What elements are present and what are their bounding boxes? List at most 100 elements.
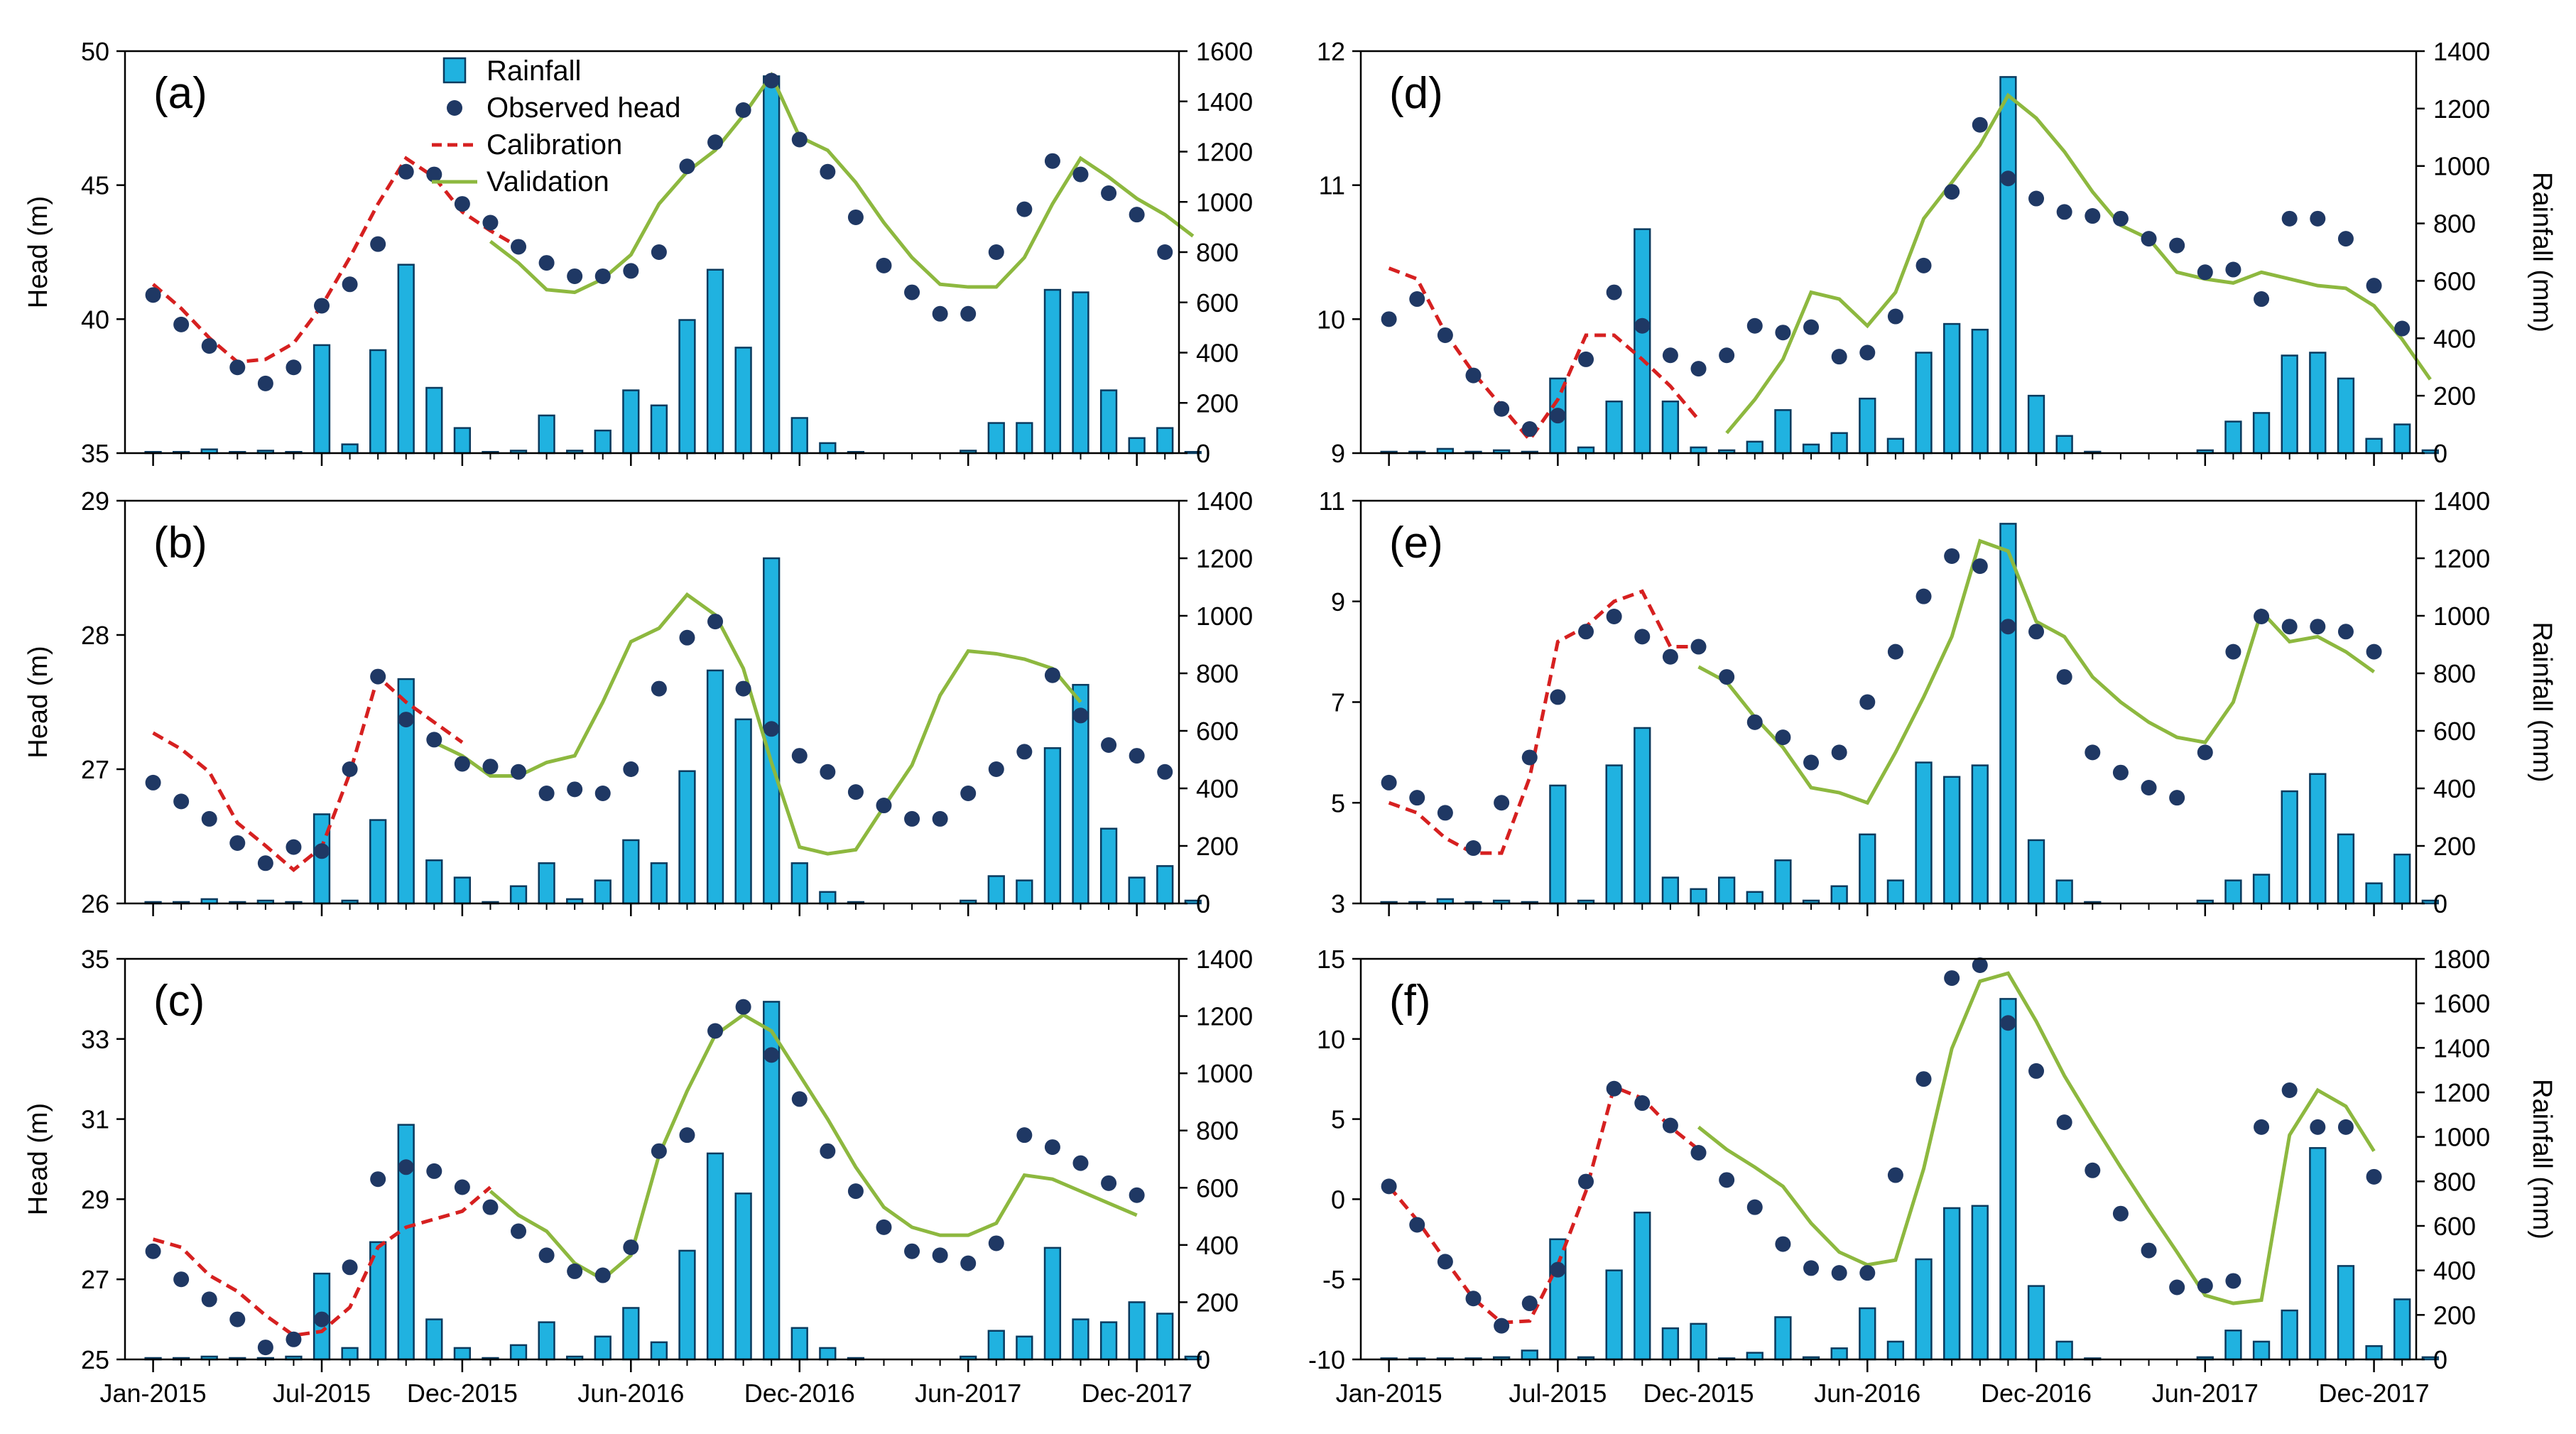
rainfall-bar (1156, 427, 1174, 455)
rainfall-bar (1690, 1322, 1707, 1361)
observed-point (820, 764, 836, 780)
observed-point (623, 761, 639, 777)
rainfall-bar (1072, 1318, 1089, 1361)
observed-point (1944, 548, 1960, 564)
rainfall-bar (763, 75, 781, 455)
observed-point (1944, 184, 1960, 200)
observed-point (1044, 1139, 1060, 1156)
rainfall-bar (2337, 833, 2355, 905)
rainfall-bar (706, 268, 724, 455)
observed-point (1746, 714, 1763, 730)
rainfall-bar (650, 404, 668, 455)
observed-points (1381, 548, 2382, 857)
y-tick-label: 31 (81, 1105, 109, 1134)
observed-point (763, 1047, 780, 1063)
rainfall-bar (1859, 1307, 1876, 1361)
y2-tick-label: 800 (1196, 238, 1239, 267)
observed-point (904, 284, 920, 300)
observed-point (679, 629, 695, 646)
rainfall-bar (1943, 1207, 1961, 1361)
observed-point (1887, 1167, 1903, 1183)
rainfall-bar (1016, 879, 1033, 905)
rainfall-bar (313, 344, 331, 455)
observed-point (876, 1219, 892, 1235)
observed-point (2394, 320, 2411, 337)
observed-point (1437, 327, 1453, 343)
rainfall-bar (2309, 352, 2327, 455)
observed-point (594, 268, 611, 284)
rainfall-bar (594, 1335, 612, 1361)
observed-point (707, 1023, 724, 1039)
x-tick-label: Jun-2017 (915, 1379, 1021, 1408)
observed-point (791, 1091, 808, 1107)
rainfall-bar (1774, 1316, 1792, 1361)
panel-f: -10 -5 0 5 10 15 0 200 400 600 800 1000 1200 1400 1600… (1308, 945, 2557, 1408)
observed-point (651, 1143, 667, 1159)
calibration-line (1388, 266, 1700, 443)
x-tick-label: Jan-2015 (1336, 1379, 1442, 1408)
observed-point (482, 1199, 499, 1215)
y-tick-label: 0 (1331, 1185, 1345, 1214)
rainfall-bar (1521, 1349, 1538, 1361)
rainfall-bar (1971, 1205, 1989, 1361)
observed-point (145, 287, 161, 303)
y-tick-label: 40 (81, 305, 109, 334)
calibration-line (1388, 589, 1699, 855)
observed-point (482, 214, 499, 231)
observed-point (2085, 744, 2101, 761)
rainfall-bar (1690, 888, 1707, 905)
x-tick-label: Jun-2017 (2152, 1379, 2259, 1408)
y2-tick-label: 1200 (1196, 1002, 1253, 1031)
observed-point (1494, 1318, 1510, 1334)
rainfall-bar (1634, 727, 1651, 905)
observed-point (623, 263, 639, 279)
rainfall-bar (425, 1318, 443, 1361)
panel-e: 3 5 7 9 11 0 200 400 600 800 1000 1200 1400 Rainfall … (1319, 487, 2557, 918)
panel-label: (f) (1389, 977, 1431, 1026)
observed-point (1634, 317, 1651, 334)
rainfall-bar (2224, 1330, 2242, 1361)
rainfall-bar (1156, 865, 1174, 905)
x-tick-label: Jul-2015 (1509, 1379, 1607, 1408)
observed-point (1915, 257, 1932, 273)
rainfall-bars (144, 1001, 1202, 1361)
rainfall-bar (1072, 291, 1089, 455)
observed-point (1944, 970, 1960, 987)
panel-c: 25 27 29 31 33 35 0 200 400 600 800 1000 1200 1400 Jan… (23, 945, 1253, 1408)
rainfall-bar (819, 891, 837, 905)
observed-point (1972, 116, 1988, 133)
observed-point (1803, 1260, 1820, 1276)
observed-point (1746, 1199, 1763, 1215)
y2-tick-label: 1400 (2433, 37, 2490, 66)
observed-point (1690, 639, 1707, 655)
observed-point (1719, 669, 1735, 685)
y2-tick-label: 1400 (1196, 87, 1253, 116)
legend-rainfall-swatch (442, 57, 467, 84)
observed-point (2056, 1114, 2072, 1131)
y2-axis-label: Rainfall (mm) (2527, 622, 2557, 783)
observed-point (286, 359, 302, 376)
rainfall-bar (1971, 328, 1989, 455)
rainfall-bars (144, 557, 1202, 905)
rainfall-bar (622, 1307, 640, 1361)
observed-point (1550, 689, 1566, 705)
observed-point (567, 1263, 583, 1279)
observed-point (314, 298, 330, 314)
rainfall-bar (2055, 1340, 2073, 1361)
y2-tick-label: 800 (2433, 1167, 2476, 1196)
rainfall-bar (1915, 761, 1933, 905)
observed-point (1634, 1095, 1651, 1112)
observed-point (904, 1243, 920, 1259)
y-axis-label: Head (m) (23, 646, 53, 758)
observed-point (173, 316, 190, 332)
rainfall-bar (2281, 1309, 2298, 1361)
rainfall-bar (819, 442, 837, 455)
rainfall-bar (538, 414, 555, 455)
rainfall-bar (594, 429, 612, 455)
rainfall-bar (1099, 389, 1118, 455)
observed-point (2281, 619, 2298, 635)
rainfall-bar (1774, 409, 1792, 455)
observed-point (1887, 308, 1903, 325)
rainfall-bar (1661, 400, 1680, 455)
